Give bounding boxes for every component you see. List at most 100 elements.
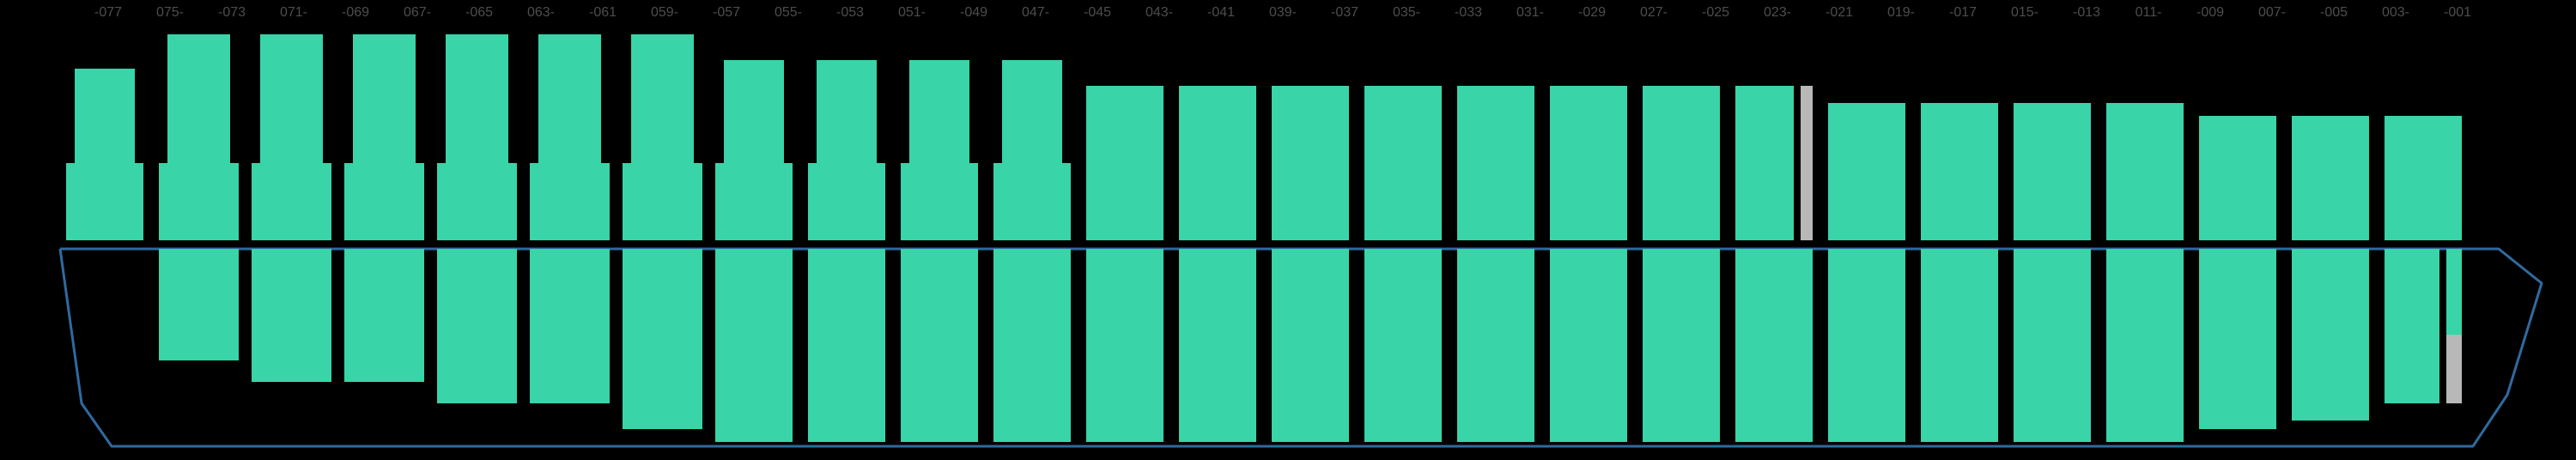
bay-label: -049 xyxy=(960,5,987,21)
hold-bay xyxy=(1364,249,1441,442)
bay-label: 055- xyxy=(775,5,802,21)
hold-bay xyxy=(159,249,239,360)
hold-bay xyxy=(715,249,792,442)
bay-label: 035- xyxy=(1393,5,1420,21)
deck-bay-upper xyxy=(909,60,969,163)
bay-label: 067- xyxy=(404,5,431,21)
deck-bay xyxy=(715,163,792,240)
deck-bay xyxy=(623,163,702,240)
deck-bay xyxy=(1272,86,1348,240)
bay-label: -029 xyxy=(1578,5,1606,21)
bay-label: -061 xyxy=(589,5,617,21)
deck-bay xyxy=(530,163,610,240)
hold-bay xyxy=(252,249,331,382)
bay-label: 047- xyxy=(1022,5,1049,21)
hold-bay xyxy=(2292,249,2368,421)
deck-bay-upper xyxy=(538,34,601,163)
deck-bay xyxy=(808,163,884,240)
deck-bay-upper xyxy=(817,60,876,163)
hold-bay xyxy=(530,249,610,403)
deck-bay xyxy=(344,163,424,240)
bay-label: 015- xyxy=(2011,5,2038,21)
bay-label: -033 xyxy=(1455,5,1482,21)
deck-bay xyxy=(1828,103,1905,240)
hold-bay xyxy=(2014,249,2090,442)
bay-label: 011- xyxy=(2136,5,2162,21)
deck-bay-upper xyxy=(631,34,694,163)
deck-bay-upper xyxy=(260,34,323,163)
deck-bay xyxy=(1179,86,1255,240)
bay-label: -005 xyxy=(2320,5,2348,21)
bay-label: -025 xyxy=(1702,5,1729,21)
bay-label: 059- xyxy=(651,5,678,21)
bay-label: -041 xyxy=(1207,5,1235,21)
bay-label: -009 xyxy=(2196,5,2224,21)
deck-bay xyxy=(1364,86,1441,240)
bay-label: 027- xyxy=(1640,5,1668,21)
deck-bay-upper xyxy=(724,60,783,163)
hold-bay xyxy=(1828,249,1905,442)
hold-bay xyxy=(993,249,1070,442)
deck-bay xyxy=(437,163,517,240)
bay-label: -013 xyxy=(2073,5,2100,21)
bay-label: 071- xyxy=(280,5,307,21)
deck-bay-upper xyxy=(446,34,508,163)
hold-bay xyxy=(1550,249,1626,442)
bay-label: 031- xyxy=(1516,5,1544,21)
hold-bay xyxy=(808,249,884,442)
hold-bay-segment xyxy=(2446,335,2461,403)
hold-bay xyxy=(2385,249,2439,403)
deck-bay xyxy=(1550,86,1626,240)
bay-label: -053 xyxy=(836,5,864,21)
deck-bay xyxy=(2014,103,2090,240)
hold-bay xyxy=(344,249,424,382)
hold-bay xyxy=(1921,249,1997,442)
hold-bay xyxy=(1179,249,1255,442)
bay-label: -045 xyxy=(1084,5,1111,21)
deck-bay xyxy=(2199,116,2275,240)
deck-bay-upper xyxy=(1002,60,1061,163)
deck-bay xyxy=(159,163,239,240)
hold-bay xyxy=(437,249,517,403)
hold-bay-segment xyxy=(2446,249,2461,335)
hold-bay xyxy=(1086,249,1163,442)
bay-label: -057 xyxy=(713,5,740,21)
hold-bay xyxy=(2106,249,2183,442)
bay-label: -017 xyxy=(1949,5,1977,21)
deck-bay-upper xyxy=(75,69,134,163)
deck-bay xyxy=(901,163,977,240)
hold-bay xyxy=(2199,249,2275,429)
deck-bay xyxy=(2292,116,2368,240)
bay-label: 039- xyxy=(1269,5,1297,21)
deck-bay xyxy=(1735,86,1794,240)
bay-label: -069 xyxy=(342,5,369,21)
bay-label: 019- xyxy=(1887,5,1915,21)
bay-label: -073 xyxy=(218,5,246,21)
deck-bay-upper xyxy=(353,34,416,163)
bay-label: -037 xyxy=(1331,5,1358,21)
deck-bay xyxy=(1921,103,1997,240)
deck-bay xyxy=(1643,86,1719,240)
deck-bay xyxy=(1457,86,1534,240)
deck-bay xyxy=(66,163,143,240)
hold-bay xyxy=(1735,249,1812,442)
bay-label: -065 xyxy=(465,5,493,21)
hold-bay xyxy=(1643,249,1719,442)
deck-bay xyxy=(252,163,331,240)
bay-label: 023- xyxy=(1764,5,1791,21)
deck-bay xyxy=(2385,116,2461,240)
hold-bay xyxy=(1272,249,1348,442)
bay-label: -001 xyxy=(2444,5,2471,21)
deck-bay-upper xyxy=(167,34,230,163)
ship-bay-diagram: -077075--073071--069067--065063--061059-… xyxy=(0,0,2576,460)
hold-bay xyxy=(901,249,977,442)
bay-label: -021 xyxy=(1826,5,1853,21)
bay-label: 003- xyxy=(2382,5,2409,21)
deck-bay xyxy=(1086,86,1163,240)
bay-label: 043- xyxy=(1145,5,1173,21)
hold-bay xyxy=(623,249,702,429)
deck-bay xyxy=(1801,86,1813,240)
bay-label: -077 xyxy=(94,5,122,21)
deck-bay xyxy=(2106,103,2183,240)
deck-bay xyxy=(993,163,1070,240)
